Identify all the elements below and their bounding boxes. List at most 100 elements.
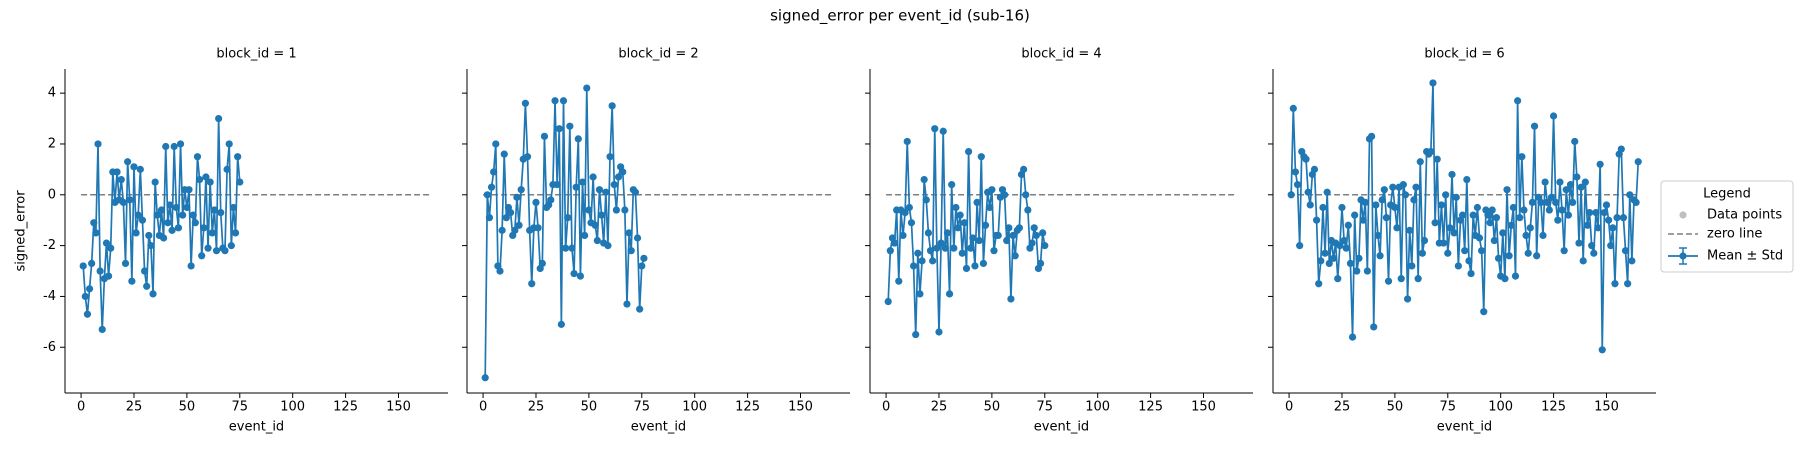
- mean-point: [1022, 191, 1030, 199]
- mean-point: [621, 206, 629, 214]
- x-tick-label: 25: [126, 400, 143, 415]
- legend-label: Data points: [1707, 208, 1782, 223]
- mean-point: [1368, 132, 1376, 140]
- mean-point: [498, 226, 506, 234]
- legend-title: Legend: [1703, 187, 1751, 202]
- mean-point: [631, 188, 640, 196]
- mean-point: [559, 97, 568, 105]
- mean-point: [1562, 186, 1570, 194]
- mean-point: [1304, 188, 1312, 196]
- mean-point: [136, 165, 144, 173]
- mean-point: [593, 236, 601, 245]
- mean-point: [1541, 178, 1549, 186]
- mean-point: [1605, 216, 1613, 224]
- mean-point: [935, 328, 943, 336]
- mean-point: [138, 216, 147, 224]
- mean-point: [1634, 158, 1642, 166]
- mean-point: [960, 219, 968, 227]
- mean-point: [1380, 186, 1388, 194]
- mean-point: [496, 267, 504, 275]
- mean-point: [1397, 275, 1405, 283]
- mean-point: [1317, 257, 1325, 265]
- mean-point: [1503, 186, 1511, 194]
- mean-point: [909, 262, 918, 270]
- x-tick-label: 0: [1285, 400, 1293, 415]
- x-tick-label: 150: [788, 400, 813, 415]
- mean-point: [1592, 208, 1600, 217]
- mean-point: [1439, 239, 1448, 247]
- mean-point: [1348, 333, 1357, 341]
- mean-point: [564, 214, 572, 222]
- mean-point: [107, 244, 115, 252]
- mean-point: [225, 140, 233, 148]
- mean-point: [994, 231, 1002, 240]
- mean-point: [513, 193, 521, 201]
- x-tick-label: 150: [1594, 400, 1619, 415]
- mean-point: [200, 224, 208, 232]
- mean-point: [1609, 224, 1617, 232]
- mean-point: [532, 198, 540, 207]
- mean-line: [887, 128, 1046, 335]
- legend-marker: [1679, 252, 1687, 260]
- mean-point: [1024, 206, 1032, 214]
- mean-point: [1607, 242, 1615, 250]
- mean-point: [884, 297, 892, 306]
- mean-point: [98, 325, 106, 334]
- mean-point: [143, 282, 151, 290]
- mean-point: [589, 173, 597, 181]
- mean-point: [555, 125, 563, 133]
- mean-point: [1289, 104, 1297, 112]
- mean-point: [157, 206, 166, 214]
- mean-point: [899, 231, 907, 240]
- mean-point: [903, 137, 911, 146]
- mean-point: [1507, 221, 1515, 229]
- mean-point: [511, 226, 519, 234]
- mean-point: [1596, 160, 1604, 168]
- mean-point: [1015, 224, 1023, 232]
- mean-point: [1041, 242, 1049, 250]
- x-tick-label: 25: [1334, 400, 1351, 415]
- mean-point: [183, 203, 191, 212]
- mean-point: [1558, 206, 1566, 214]
- mean-point: [614, 173, 623, 181]
- mean-point: [1566, 181, 1575, 189]
- mean-point: [1429, 79, 1437, 87]
- mean-point: [1478, 247, 1486, 255]
- mean-point: [1437, 201, 1446, 209]
- y-tick-label: 0: [48, 187, 56, 202]
- mean-point: [160, 234, 168, 242]
- mean-point: [1598, 346, 1606, 354]
- mean-point: [134, 211, 142, 219]
- mean-point: [1005, 224, 1013, 232]
- mean-point: [179, 211, 187, 219]
- legend-label: zero line: [1707, 227, 1762, 242]
- mean-point: [1494, 254, 1503, 262]
- x-tick-label: 100: [280, 400, 305, 415]
- mean-point: [88, 259, 96, 267]
- x-tick-label: 50: [179, 400, 196, 415]
- mean-point: [1416, 158, 1424, 166]
- panel-title: block_id = 6: [1424, 47, 1504, 62]
- mean-point: [1336, 242, 1344, 250]
- x-tick-label: 50: [581, 400, 598, 415]
- mean-point: [547, 196, 555, 204]
- mean-point: [1560, 247, 1568, 255]
- mean-point: [528, 280, 536, 288]
- mean-point: [956, 211, 964, 219]
- y-tick-label: 4: [48, 86, 56, 101]
- mean-point: [1302, 155, 1310, 163]
- mean-point: [502, 214, 510, 222]
- mean-point: [176, 140, 185, 148]
- mean-point: [1475, 234, 1484, 242]
- mean-point: [1338, 203, 1346, 212]
- mean-point: [540, 132, 549, 140]
- mean-point: [168, 226, 176, 234]
- mean-point: [1382, 214, 1391, 222]
- mean-point: [1463, 175, 1471, 184]
- mean-point: [962, 264, 971, 273]
- y-tick-label: -6: [43, 340, 56, 355]
- mean-point: [914, 249, 922, 257]
- mean-point: [1583, 221, 1592, 229]
- mean-point: [1361, 198, 1369, 207]
- mean-point: [608, 102, 616, 110]
